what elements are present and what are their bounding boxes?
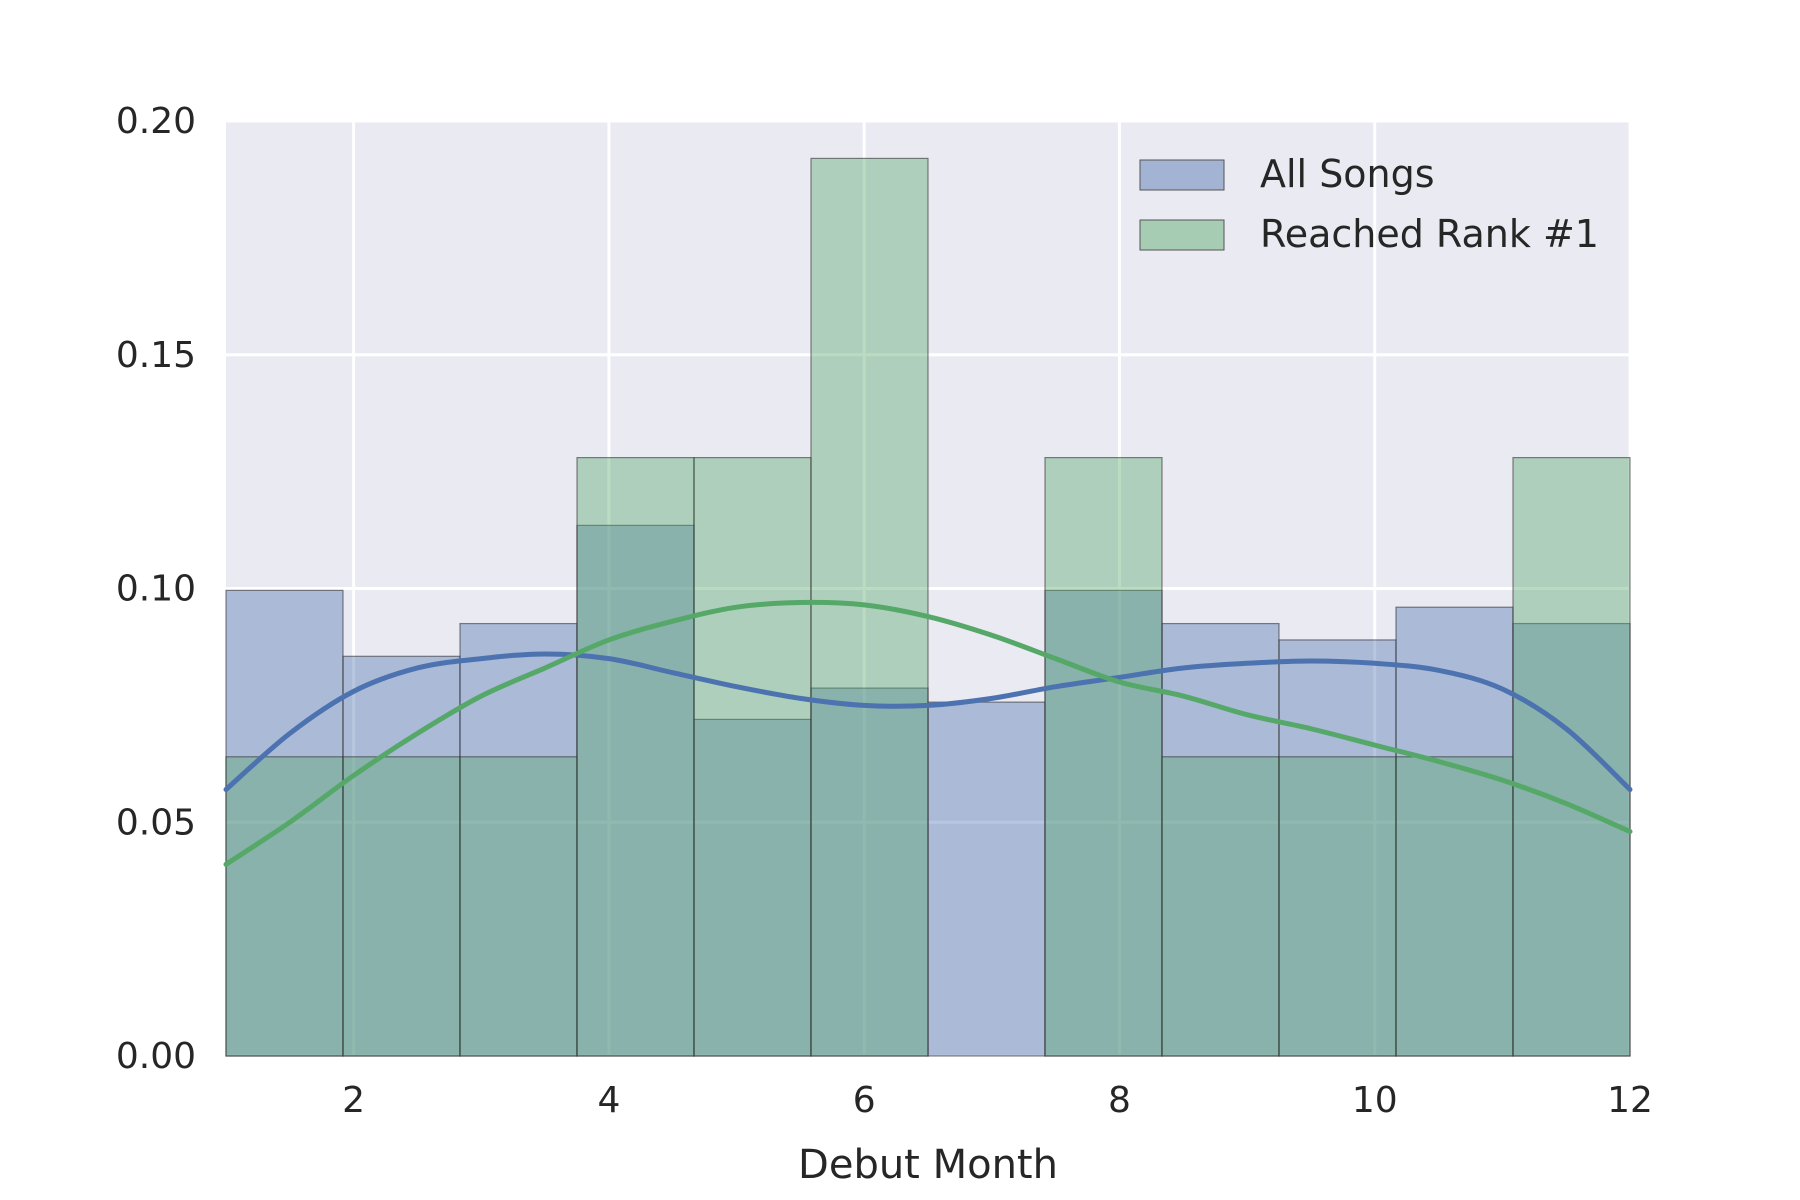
y-tick-label: 0.15 [116,335,196,376]
kde-curves [223,599,1633,867]
histogram-bar [927,701,1046,1057]
legend-label: Reached Rank #1 [1260,212,1599,256]
histogram-bar [1044,457,1163,1057]
y-tick-label: 0.20 [116,101,196,142]
x-tick-label: 10 [1352,1080,1398,1121]
x-tick-label: 2 [342,1080,365,1121]
kde-line [223,599,1633,867]
y-tick-label: 0.00 [116,1036,196,1077]
legend-label: All Songs [1260,152,1435,196]
histogram-bar [1395,756,1514,1057]
histogram-bar [576,457,695,1057]
histogram-bar [1278,756,1397,1057]
kde-line [223,651,1633,793]
histogram-bar [1044,589,1163,1057]
x-tick-labels: 2 4 6 8 10 12 [342,1080,1653,1121]
x-tick-label: 8 [1108,1080,1131,1121]
histogram-bar [1395,606,1514,1057]
histogram-bar [1161,756,1280,1057]
histogram-bar [225,756,344,1057]
x-tick-label: 4 [597,1080,620,1121]
histogram-bar [1512,457,1631,1057]
x-tick-label: 12 [1607,1080,1653,1121]
x-tick-label: 6 [853,1080,876,1121]
y-tick-label: 0.05 [116,802,196,843]
histogram-bar [459,756,578,1057]
y-tick-labels: 0.00 0.05 0.10 0.15 0.20 [116,101,196,1077]
histogram-bar [1512,622,1631,1057]
legend-swatch [1139,159,1225,191]
histogram-bar [1278,639,1397,1057]
x-axis-label: Debut Month [798,1142,1058,1188]
legend-swatch [1139,219,1225,251]
legend: All Songs Reached Rank #1 [1139,152,1599,256]
histogram-bar [693,457,812,1057]
histogram-bar [693,718,812,1057]
y-tick-label: 0.10 [116,569,196,610]
histogram-bar [342,756,461,1057]
